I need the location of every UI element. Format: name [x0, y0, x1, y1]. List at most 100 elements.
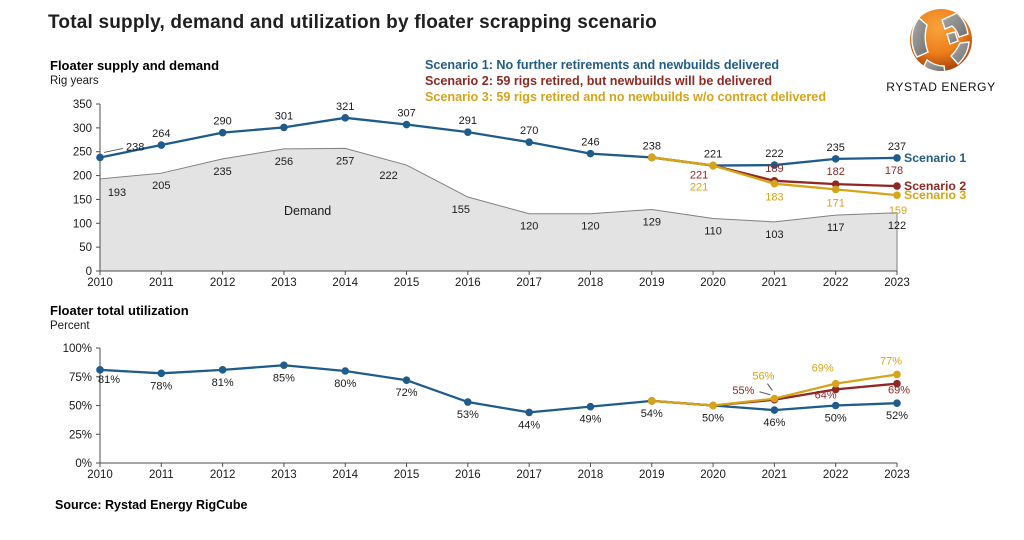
data-label: 46%	[763, 417, 785, 429]
data-label: 49%	[579, 414, 601, 426]
y-tick-label: 250	[73, 147, 92, 159]
data-label: 221	[704, 149, 722, 161]
data-label: 64%	[815, 389, 837, 401]
data-label: 171	[827, 197, 845, 209]
data-label: 80%	[334, 378, 356, 390]
x-tick-label: 2016	[455, 277, 481, 289]
demand-value-label: 117	[827, 222, 845, 234]
data-label: 290	[213, 116, 231, 128]
demand-value-label: 257	[336, 155, 354, 167]
demand-value-label: 129	[643, 216, 661, 228]
y-tick-label: 75%	[69, 372, 92, 384]
x-tick-label: 2015	[394, 277, 420, 289]
demand-value-label: 193	[108, 187, 126, 199]
x-tick-label: 2017	[516, 469, 542, 481]
x-tick-label: 2010	[87, 469, 113, 481]
chart1-unit-label: Rig years	[50, 75, 99, 87]
demand-value-label: 120	[520, 221, 538, 233]
page-title: Total supply, demand and utilization by …	[48, 12, 657, 33]
demand-area-label: Demand	[284, 204, 331, 218]
x-tick-label: 2016	[455, 469, 481, 481]
series-end-label: Scenario 2	[904, 179, 966, 193]
data-label: 53%	[457, 409, 479, 421]
data-label: 291	[459, 115, 477, 127]
data-label: 189	[765, 163, 783, 175]
x-tick-label: 2023	[884, 469, 910, 481]
data-label: 221	[690, 170, 708, 182]
x-tick-label: 2020	[700, 277, 726, 289]
data-label: 321	[336, 101, 354, 113]
data-label: 56%	[752, 371, 774, 383]
source-note: Source: Rystad Energy RigCube	[55, 498, 248, 512]
labels-scenario-3: 56% 69% 77%	[752, 355, 902, 391]
demand-value-label: 103	[765, 229, 783, 241]
data-label: 44%	[518, 419, 540, 431]
chart2-unit-label: Percent	[50, 320, 90, 332]
demand-value-label: 222	[379, 170, 397, 182]
globe-icon	[910, 9, 972, 71]
data-label: 182	[827, 166, 845, 178]
x-tick-label: 2022	[823, 277, 849, 289]
x-tick-label: 2019	[639, 469, 665, 481]
axes: 0% 25% 50% 75% 100% 2010 2011 2012 2013 2014 2015 2…	[63, 343, 910, 481]
demand-value-label: 205	[152, 180, 170, 192]
data-label: 264	[152, 128, 170, 140]
data-label: 159	[889, 205, 907, 217]
x-tick-label: 2022	[823, 469, 849, 481]
demand-area: 193 205 235 256 257 222 155 120 120 129 110 103 117 1…	[99, 147, 906, 272]
labels-scenario-1: 238 264 290 301 321 307 291 270 246 238 221 222 235 2…	[103, 101, 906, 161]
chart1-title: Floater supply and demand	[50, 58, 220, 73]
data-label: 55%	[732, 385, 754, 397]
x-tick-label: 2011	[149, 469, 174, 481]
chart2-title: Floater total utilization	[50, 303, 189, 318]
y-tick-label: 50	[79, 242, 92, 254]
demand-value-label: 256	[275, 156, 293, 168]
data-label: 69%	[812, 363, 834, 375]
demand-value-label: 120	[581, 221, 599, 233]
data-label: 78%	[150, 380, 172, 392]
data-label: 246	[581, 137, 599, 149]
data-label: 69%	[888, 385, 910, 397]
data-label: 81%	[212, 377, 234, 389]
data-label: 301	[275, 110, 293, 122]
demand-value-label: 235	[213, 166, 231, 178]
demand-value-label: 155	[452, 204, 470, 216]
legend-item-scenario-2: Scenario 2: 59 rigs retired, but newbuil…	[425, 74, 773, 88]
data-label: 54%	[641, 408, 663, 420]
x-tick-label: 2019	[639, 277, 665, 289]
data-label: 178	[885, 165, 903, 177]
supply-demand-chart: 193 205 235 256 257 222 155 120 120 129 110 103 117 1…	[73, 99, 967, 289]
series-scenario-3: Scenario 3	[647, 153, 966, 202]
data-label: 238	[126, 141, 144, 153]
scenario-legend: Scenario 1: No further retirements and n…	[425, 57, 826, 105]
data-label: 270	[520, 125, 538, 137]
data-label: 50%	[825, 413, 847, 425]
demand-value-label: 110	[704, 226, 722, 238]
data-label: 238	[643, 140, 661, 152]
x-tick-label: 2018	[578, 277, 604, 289]
labels-scenario-2: 55% 64% 69%	[732, 385, 910, 402]
axes: 0 50 100 150 200 250 300 350 2010 2011 2012 2013 201…	[73, 99, 910, 289]
utilization-chart: 0% 25% 50% 75% 100% 2010 2011 2012 2013 2014 2015 2…	[63, 343, 911, 481]
data-label: 50%	[702, 413, 724, 425]
y-tick-label: 350	[73, 99, 92, 111]
x-tick-label: 2013	[271, 469, 297, 481]
x-tick-label: 2012	[210, 469, 236, 481]
x-tick-label: 2014	[332, 277, 358, 289]
x-tick-label: 2014	[332, 469, 358, 481]
y-tick-label: 150	[73, 194, 92, 206]
labels-scenario-2: 221 189 182 178	[690, 163, 903, 182]
chart1-header: Floater supply and demand Rig years	[50, 58, 219, 87]
y-tick-label: 100%	[63, 343, 92, 355]
y-tick-label: 300	[73, 123, 92, 135]
data-label: 237	[888, 141, 906, 153]
data-label: 72%	[396, 387, 418, 399]
data-label: 221	[690, 182, 708, 194]
x-tick-label: 2012	[210, 277, 236, 289]
data-label: 235	[827, 142, 845, 154]
x-tick-label: 2023	[884, 277, 910, 289]
x-tick-label: 2011	[149, 277, 174, 289]
rystad-logo: RYSTAD ENERGY	[885, 6, 997, 94]
data-label: 183	[765, 192, 783, 204]
legend-item-scenario-3: Scenario 3: 59 rigs retired and no newbu…	[425, 90, 827, 104]
